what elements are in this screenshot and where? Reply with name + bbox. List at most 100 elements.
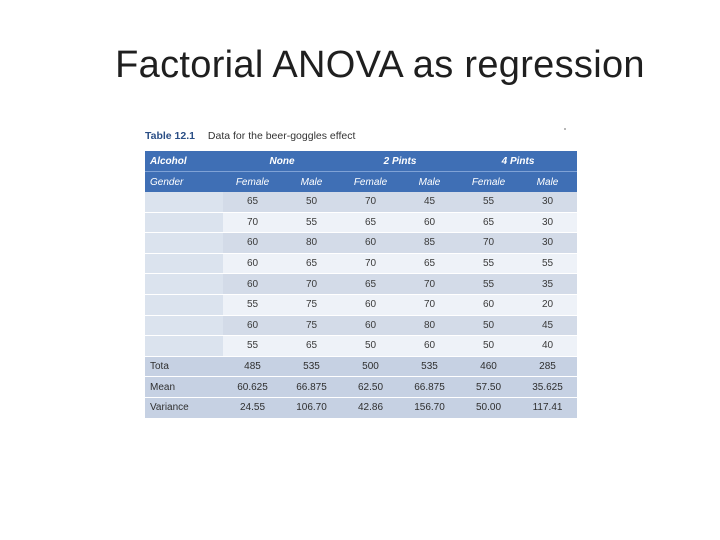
table-cell: 65 — [282, 253, 341, 275]
gender-col-header: Female — [223, 171, 282, 192]
table-cell: 65 — [459, 212, 519, 234]
row-stub — [145, 294, 223, 316]
table-cell: 65 — [341, 273, 400, 295]
summary-cell: 500 — [341, 355, 400, 377]
table-cell: 80 — [282, 232, 341, 254]
table-cell: 60 — [341, 315, 400, 337]
table-cell: 80 — [400, 315, 460, 337]
gender-col-header: Male — [400, 171, 460, 192]
table-cell: 60 — [341, 232, 400, 254]
group-header-none: None — [223, 151, 341, 172]
summary-cell: 535 — [400, 355, 460, 377]
gender-header: Gender — [145, 171, 223, 192]
row-stub — [145, 192, 223, 213]
row-stub — [145, 335, 223, 357]
table-cell: 50 — [459, 335, 519, 357]
table-cell: 60 — [223, 273, 282, 295]
alcohol-header: Alcohol — [145, 151, 223, 172]
table-cell: 30 — [518, 232, 578, 254]
scan-mark — [564, 128, 566, 130]
summary-row: Tota 485 535 500 535 460 285 — [145, 355, 578, 377]
table-cell: 55 — [223, 335, 282, 357]
header-row-alcohol: Alcohol None 2 Pints 4 Pints — [145, 151, 578, 172]
table-row: 60 75 60 80 50 45 — [145, 315, 578, 337]
table-cell: 55 — [282, 212, 341, 234]
table-cell: 70 — [282, 273, 341, 295]
summary-row: Mean 60.625 66.875 62.50 66.875 57.50 35.625 — [145, 376, 578, 398]
summary-cell: 50.00 — [459, 396, 519, 418]
summary-cell: 66.875 — [400, 376, 460, 398]
table-row: 60 65 70 65 55 55 — [145, 253, 578, 275]
summary-cell: 117.41 — [518, 396, 578, 418]
summary-cell: 24.55 — [223, 396, 282, 418]
table-cell: 75 — [282, 294, 341, 316]
table-row: 65 50 70 45 55 30 — [145, 192, 578, 213]
data-table-figure: Table 12.1 Data for the beer-goggles eff… — [145, 127, 578, 418]
table-cell: 50 — [282, 192, 341, 213]
table-cell: 60 — [459, 294, 519, 316]
table-cell: 55 — [223, 294, 282, 316]
summary-cell: 62.50 — [341, 376, 400, 398]
table-caption-text: Data for the beer-goggles effect — [207, 130, 356, 142]
slide-title: Factorial ANOVA as regression — [115, 44, 645, 86]
table-row: 60 70 65 70 55 35 — [145, 273, 578, 295]
table-cell: 70 — [223, 212, 282, 234]
table-row: 70 55 65 60 65 30 — [145, 212, 578, 234]
table-cell: 65 — [400, 253, 460, 275]
beer-goggles-data-table: Alcohol None 2 Pints 4 Pints Gender Fema… — [145, 151, 578, 418]
row-stub — [145, 315, 223, 337]
table-body: 65 50 70 45 55 30 70 55 65 60 65 30 60 80 60 85 70 30 60 65… — [145, 192, 578, 357]
table-cell: 30 — [518, 212, 578, 234]
table-cell: 70 — [341, 253, 400, 275]
summary-cell: 57.50 — [459, 376, 519, 398]
summary-cell: 35.625 — [518, 376, 578, 398]
row-stub — [145, 232, 223, 254]
summary-cell: 60.625 — [223, 376, 282, 398]
table-cell: 45 — [400, 192, 460, 213]
table-cell: 50 — [459, 315, 519, 337]
table-cell: 55 — [459, 253, 519, 275]
table-row: 60 80 60 85 70 30 — [145, 232, 578, 254]
table-cell: 60 — [223, 232, 282, 254]
summary-label: Tota — [145, 355, 223, 377]
table-cell: 65 — [341, 212, 400, 234]
table-cell: 65 — [223, 192, 282, 213]
table-cell: 60 — [400, 212, 460, 234]
table-caption: Table 12.1 Data for the beer-goggles eff… — [145, 127, 577, 151]
table-cell: 55 — [518, 253, 578, 275]
table-cell: 55 — [459, 192, 519, 213]
gender-col-header: Female — [341, 171, 400, 192]
table-cell: 70 — [459, 232, 519, 254]
table-cell: 55 — [459, 273, 519, 295]
table-cell: 60 — [223, 315, 282, 337]
table-row: 55 75 60 70 60 20 — [145, 294, 578, 316]
table-cell: 85 — [400, 232, 460, 254]
table-cell: 50 — [341, 335, 400, 357]
row-stub — [145, 253, 223, 275]
summary-cell: 285 — [518, 355, 578, 377]
row-stub — [145, 273, 223, 295]
table-cell: 70 — [400, 294, 460, 316]
gender-col-header: Female — [459, 171, 519, 192]
summary-row: Variance 24.55 106.70 42.86 156.70 50.00 117.4… — [145, 396, 578, 418]
summary-cell: 156.70 — [400, 396, 460, 418]
summary-cell: 106.70 — [282, 396, 341, 418]
gender-col-header: Male — [518, 171, 578, 192]
table-caption-label: Table 12.1 — [145, 130, 195, 142]
table-cell: 70 — [341, 192, 400, 213]
table-row: 55 65 50 60 50 40 — [145, 335, 578, 357]
summary-cell: 485 — [223, 355, 282, 377]
table-cell: 75 — [282, 315, 341, 337]
header-row-gender: Gender Female Male Female Male Female Ma… — [145, 171, 578, 192]
table-summary: Tota 485 535 500 535 460 285 Mean 60.625 66.875 62… — [145, 355, 578, 418]
table-cell: 20 — [518, 294, 578, 316]
table-cell: 65 — [282, 335, 341, 357]
table-cell: 70 — [400, 273, 460, 295]
table-cell: 60 — [223, 253, 282, 275]
group-header-4-pints: 4 Pints — [459, 151, 578, 172]
summary-cell: 535 — [282, 355, 341, 377]
table-cell: 40 — [518, 335, 578, 357]
table-cell: 45 — [518, 315, 578, 337]
row-stub — [145, 212, 223, 234]
summary-cell: 66.875 — [282, 376, 341, 398]
